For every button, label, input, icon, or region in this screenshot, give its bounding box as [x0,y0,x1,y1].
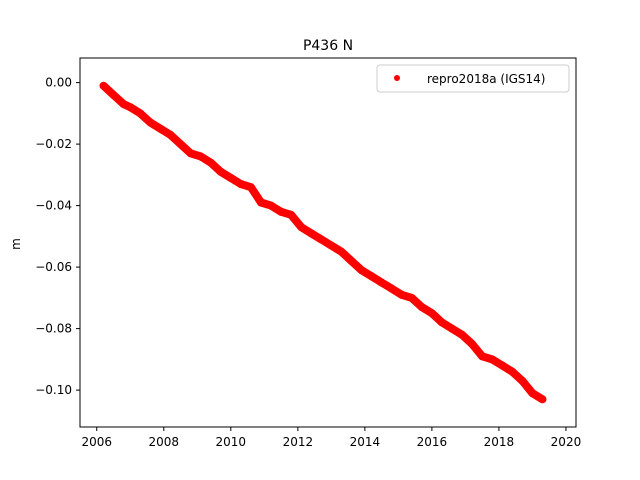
legend-label: repro2018a (IGS14) [427,72,545,86]
y-tick-label: −0.02 [35,137,72,151]
x-tick-label: 2008 [149,435,180,449]
x-tick-label: 2016 [417,435,448,449]
x-tick-label: 2018 [484,435,515,449]
chart-title: P436 N [303,38,353,54]
data-points [99,81,547,404]
legend-box [376,64,570,93]
x-tick-label: 2014 [350,435,381,449]
y-axis-label: m [9,238,23,250]
y-axis-ticks: 0.00 −0.02 −0.04 −0.06 −0.08 −0.10 [35,76,80,397]
axes [79,57,577,428]
x-axis-ticks: 2006 2008 2010 2012 2014 2016 2018 2020 [81,427,581,449]
y-tick-label: −0.10 [35,383,72,397]
x-tick-label: 2006 [81,435,112,449]
y-tick-label: −0.06 [35,260,72,274]
legend-marker [394,75,400,81]
data-point-band [528,389,547,404]
plot-frame [79,57,577,428]
y-tick-label: −0.04 [35,199,72,213]
y-tick-label: 0.00 [45,76,72,90]
legend: repro2018a (IGS14) [376,64,570,93]
x-tick-label: 2020 [551,435,582,449]
x-tick-label: 2012 [283,435,314,449]
y-tick-label: −0.08 [35,322,72,336]
x-tick-label: 2010 [216,435,247,449]
